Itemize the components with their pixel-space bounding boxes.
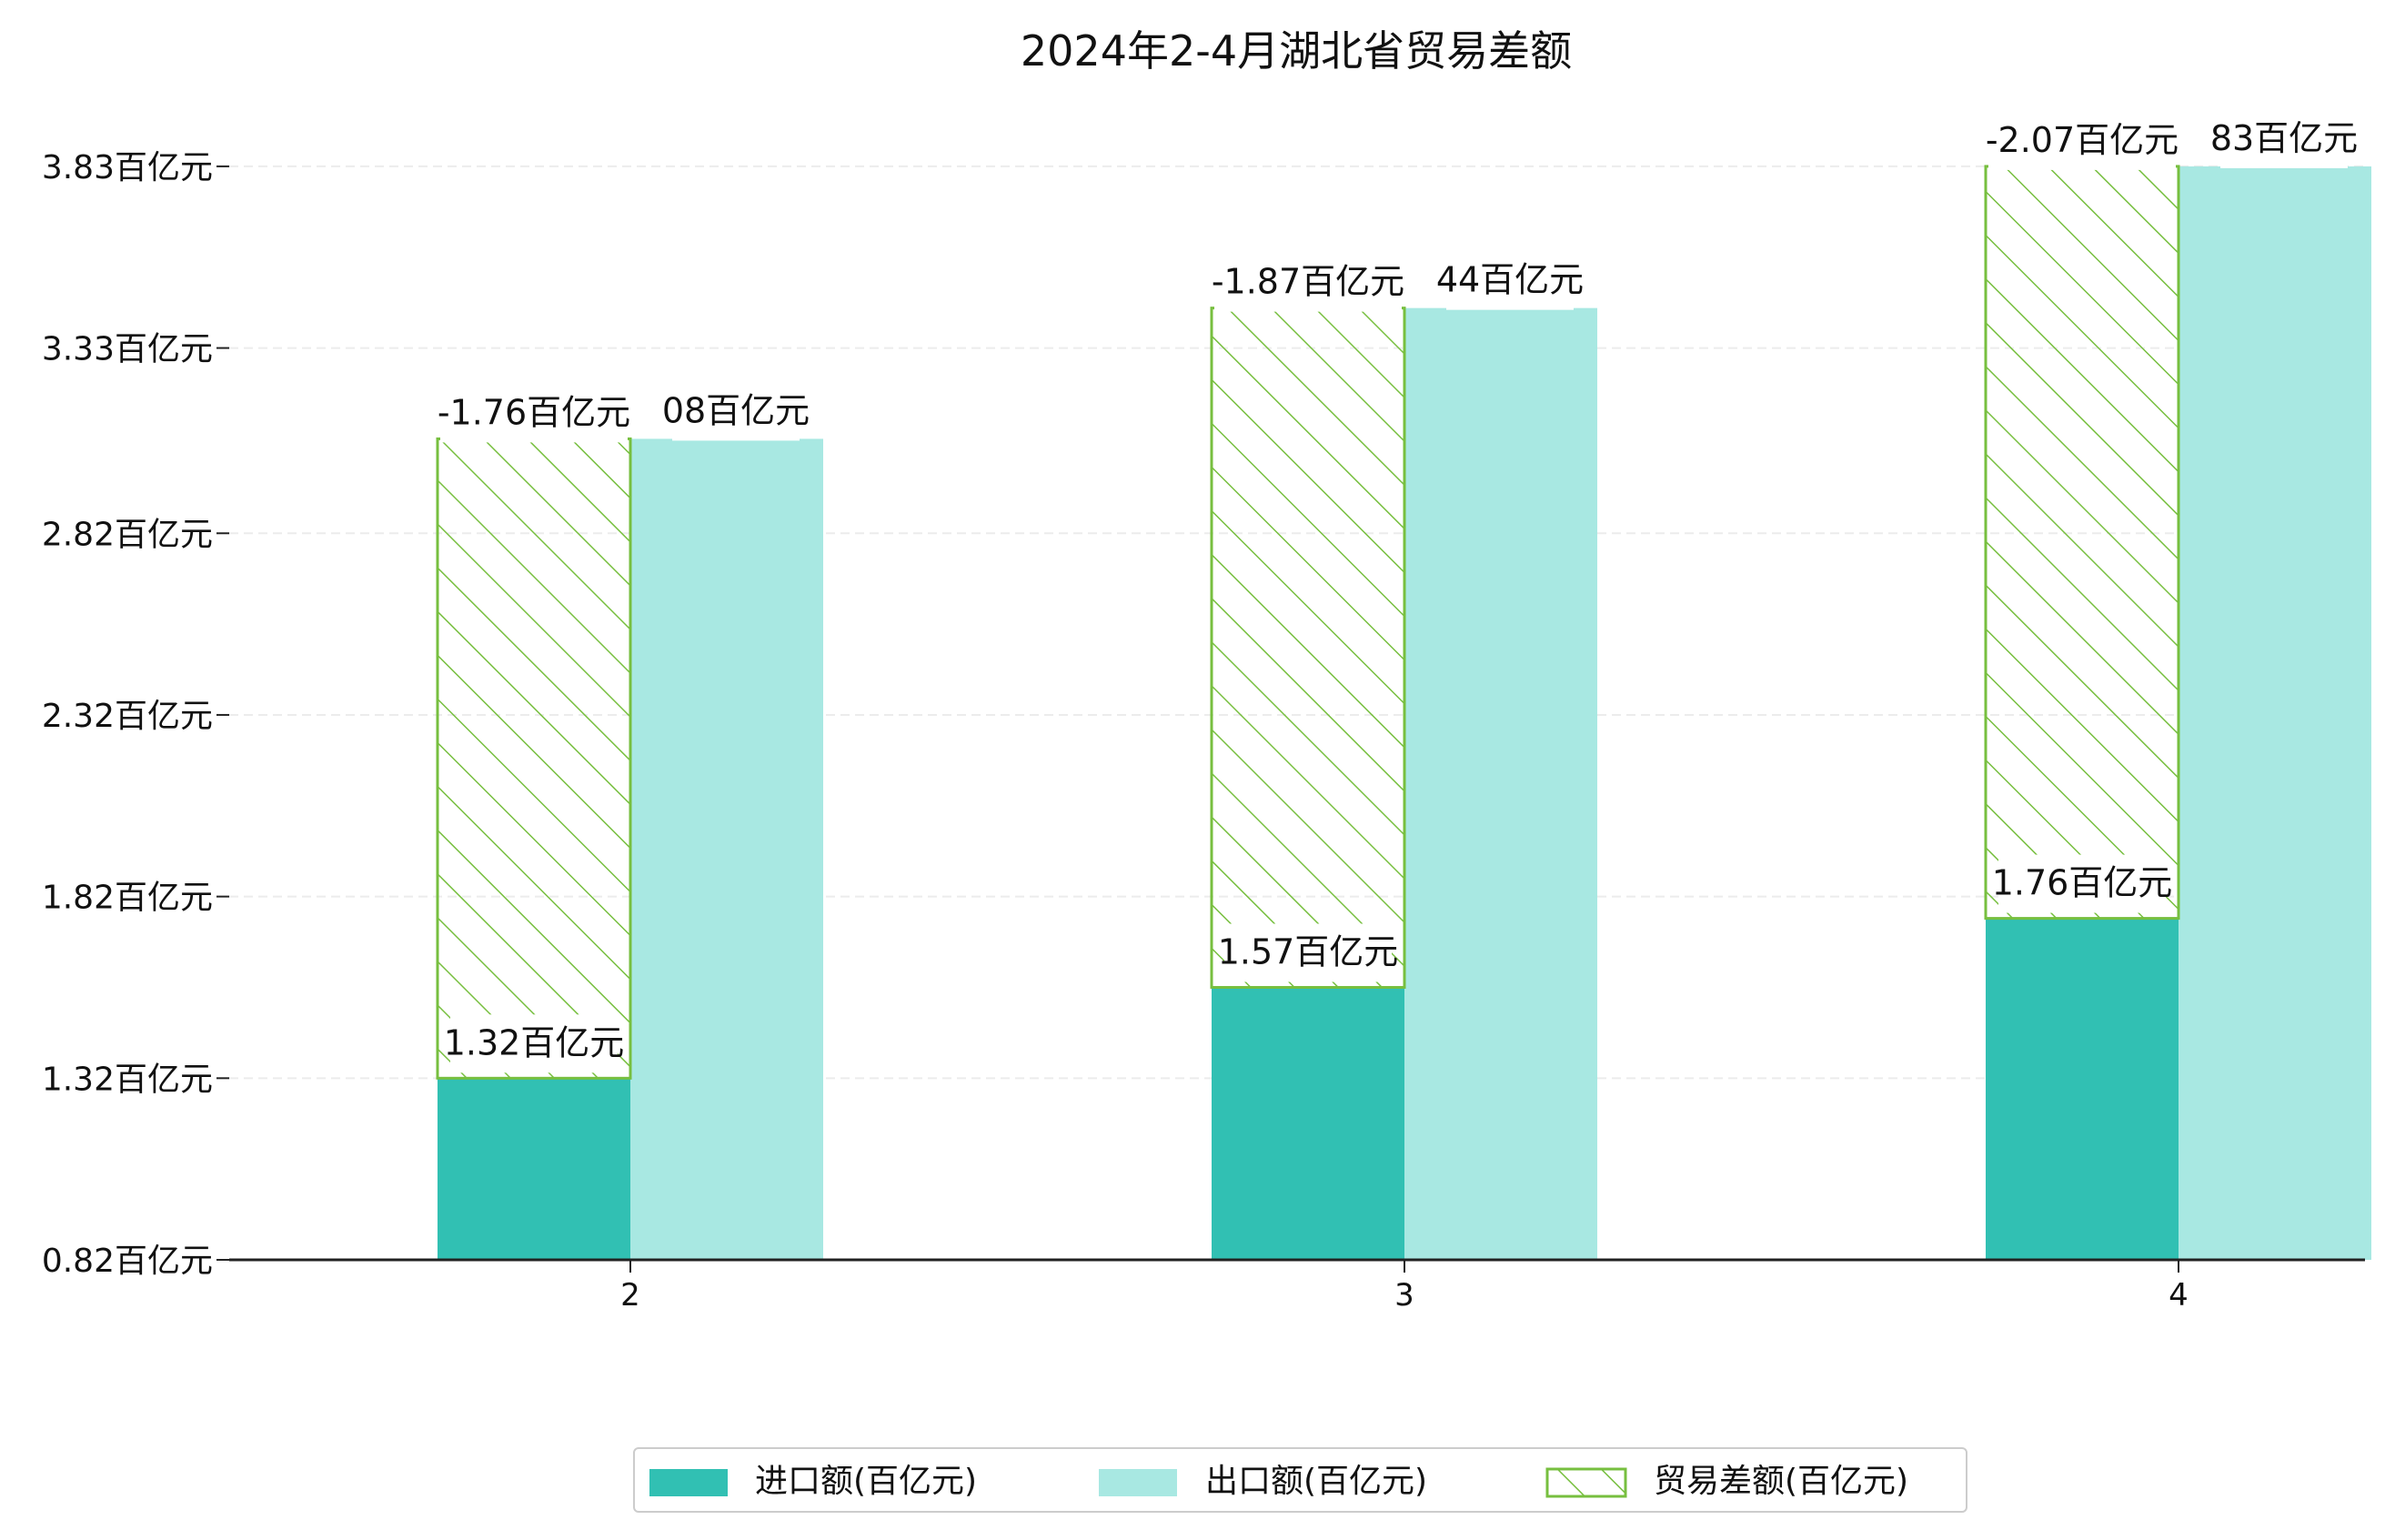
legend-label-export: 出口额(百亿元) — [1205, 1463, 1427, 1500]
export-bar — [1404, 307, 1597, 1260]
y-tick-label: 1.82百亿元 — [42, 880, 213, 917]
export-value-label: 44百亿元 — [1436, 260, 1584, 300]
bars — [436, 165, 2371, 1261]
legend-swatch-balance — [1545, 1467, 1627, 1498]
export-value-label-bg — [2220, 109, 2348, 168]
data-labels: 1.32百亿元 -1.76百亿元 08百亿元 1.57百亿元 -1.87百亿元 44百亿元… — [438, 109, 2358, 1073]
export-value-label-bg — [672, 382, 800, 441]
legend-label-import: 进口额(百亿元) — [755, 1463, 977, 1500]
import-value-label: 1.76百亿元 — [1992, 863, 2173, 903]
balance-value-label: -1.76百亿元 — [438, 392, 630, 432]
y-tick-label: 3.83百亿元 — [42, 149, 213, 186]
y-tick-label: 2.32百亿元 — [42, 698, 213, 735]
y-tick-label: 1.32百亿元 — [42, 1061, 213, 1098]
y-tick-label: 3.33百亿元 — [42, 331, 213, 368]
export-bar — [630, 438, 823, 1260]
balance-value-label-bg — [440, 384, 628, 443]
balance-value-label: -1.87百亿元 — [1212, 262, 1404, 302]
legend-swatch-import — [649, 1469, 728, 1496]
legend: 进口额(百亿元) 出口额(百亿元) 贸易差额(百亿元) — [633, 1447, 1967, 1513]
y-tick-label: 0.82百亿元 — [42, 1243, 213, 1280]
import-value-label: 1.57百亿元 — [1218, 931, 1399, 971]
balance-value-label-bg — [1988, 111, 2176, 170]
balance-value-label-bg — [1214, 253, 1402, 312]
export-value-label: 83百亿元 — [2210, 118, 2358, 158]
export-value-label-bg — [1446, 251, 1574, 310]
x-tick-label: 4 — [2169, 1277, 2189, 1314]
legend-label-balance: 贸易差额(百亿元) — [1654, 1463, 1908, 1500]
import-value-label: 1.32百亿元 — [444, 1022, 625, 1062]
legend-swatch-export — [1099, 1469, 1177, 1496]
balance-value-label: -2.07百亿元 — [1986, 120, 2179, 160]
chart-title: 2024年2-4月湖北省贸易差额 — [1021, 26, 1572, 75]
balance-bar — [1984, 165, 2180, 921]
x-tick-label: 2 — [620, 1277, 640, 1314]
y-tick-label: 2.82百亿元 — [42, 516, 213, 553]
x-axis: 2 3 4 — [229, 1258, 2365, 1314]
import-value-label-bg — [1998, 854, 2166, 913]
import-bar — [1986, 918, 2179, 1260]
import-value-label-bg — [1224, 923, 1392, 982]
import-bar — [1212, 987, 1404, 1260]
export-bar — [2179, 166, 2371, 1261]
y-axis: 0.82百亿元 1.32百亿元 1.82百亿元 2.32百亿元 2.82百亿元 3.33百… — [42, 149, 229, 1280]
legend-box — [633, 1447, 1967, 1513]
x-tick-label: 3 — [1394, 1277, 1414, 1314]
balance-bar — [436, 437, 632, 1080]
import-value-label-bg — [450, 1014, 618, 1073]
export-value-label: 08百亿元 — [662, 390, 810, 430]
import-bar — [438, 1078, 630, 1260]
balance-bar — [1210, 307, 1406, 989]
